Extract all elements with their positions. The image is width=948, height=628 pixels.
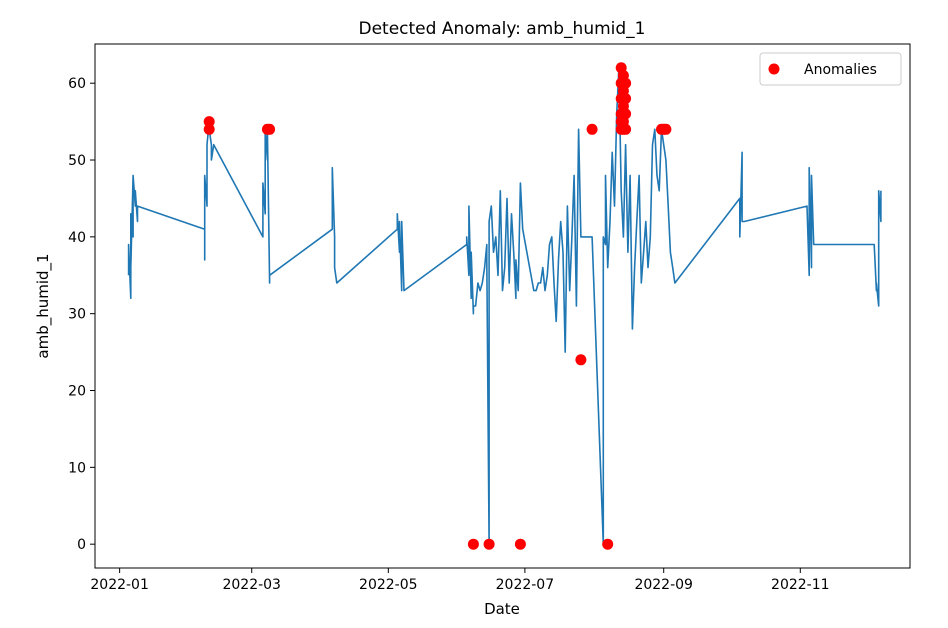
anomaly-point bbox=[203, 116, 215, 128]
plot-area bbox=[95, 44, 910, 568]
anomaly-point bbox=[660, 123, 672, 135]
x-tick-label: 2022-01 bbox=[90, 577, 149, 593]
anomaly-point bbox=[575, 354, 587, 366]
y-tick-label: 30 bbox=[68, 307, 86, 323]
anomaly-point bbox=[483, 538, 495, 550]
y-tick-label: 20 bbox=[68, 384, 86, 400]
y-tick-label: 10 bbox=[68, 460, 86, 476]
anomaly-point bbox=[620, 123, 632, 135]
y-tick-label: 40 bbox=[68, 230, 86, 246]
y-tick-label: 50 bbox=[68, 153, 86, 169]
anomaly-point bbox=[467, 538, 479, 550]
anomaly-point bbox=[264, 123, 276, 135]
anomaly-point bbox=[602, 538, 614, 550]
legend: Anomalies bbox=[759, 52, 902, 86]
x-tick-label: 2022-05 bbox=[359, 577, 418, 593]
anomaly-point bbox=[620, 93, 632, 105]
anomaly-series bbox=[203, 62, 672, 550]
legend-anomaly-label: Anomalies bbox=[804, 62, 877, 78]
anomaly-point bbox=[203, 123, 215, 135]
x-tick-label: 2022-03 bbox=[222, 577, 281, 593]
x-axis-label: Date bbox=[484, 600, 520, 618]
x-tick-label: 2022-11 bbox=[771, 577, 830, 593]
anomaly-point bbox=[586, 123, 598, 135]
x-axis: 2022-01 2022-03 2022-05 2022-07 2022-09 2022-… bbox=[90, 568, 830, 593]
x-tick-label: 2022-07 bbox=[496, 577, 555, 593]
y-tick-label: 60 bbox=[68, 76, 86, 92]
x-tick-label: 2022-09 bbox=[634, 577, 693, 593]
legend-anomaly-marker bbox=[768, 63, 780, 75]
anomaly-point bbox=[514, 538, 526, 550]
series-line bbox=[127, 67, 882, 546]
anomaly-point bbox=[620, 108, 632, 120]
legend-box bbox=[759, 52, 902, 86]
y-axis: 0 10 20 30 40 50 60 bbox=[68, 76, 95, 553]
y-axis-label: amb_humid_1 bbox=[34, 253, 53, 358]
anomaly-point bbox=[620, 77, 632, 89]
line-series bbox=[127, 67, 882, 546]
plot-frame bbox=[94, 43, 911, 569]
chart-title: Detected Anomaly: amb_humid_1 bbox=[358, 19, 645, 39]
y-tick-label: 0 bbox=[77, 537, 86, 553]
